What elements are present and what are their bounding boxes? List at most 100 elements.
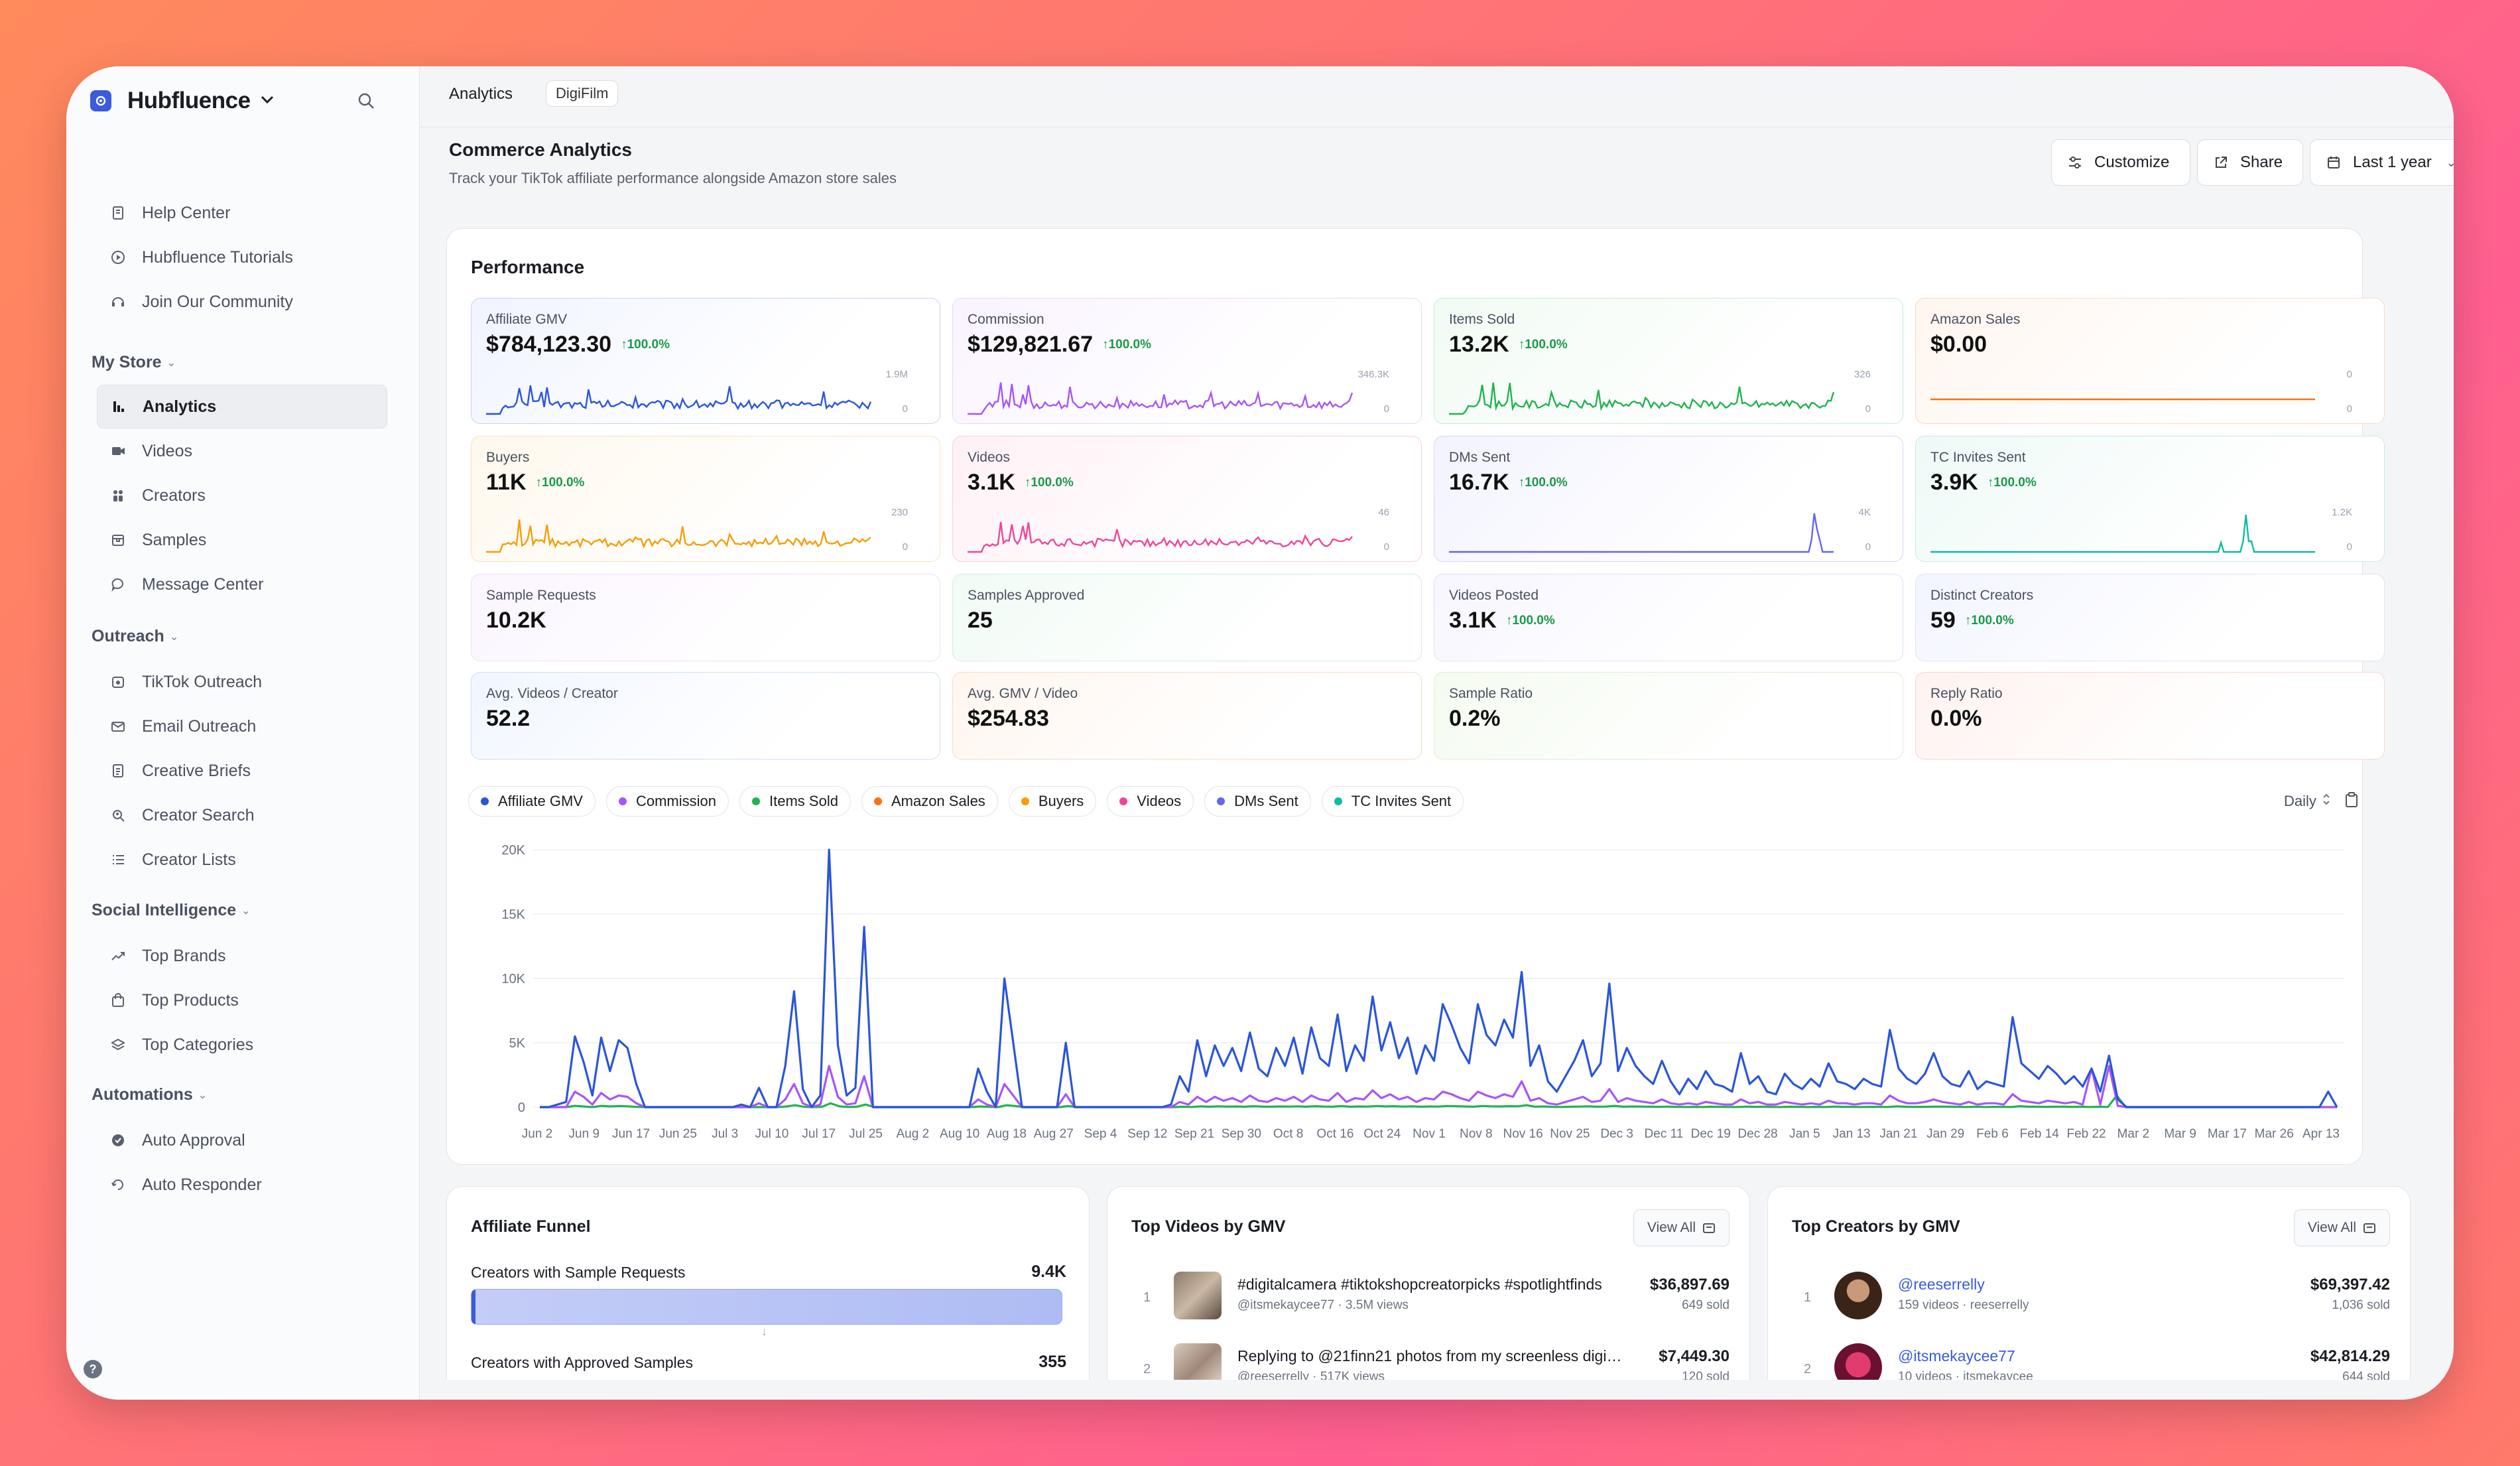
sidebar-item-creative-briefs[interactable]: Creative Briefs [97, 749, 387, 793]
sidebar-item-auto-responder[interactable]: Auto Responder [97, 1163, 387, 1207]
help-icon[interactable]: ? [84, 1360, 102, 1378]
chevron-down-icon: ⌄ [2446, 155, 2454, 169]
document-icon [110, 763, 126, 779]
metric-label: Avg. Videos / Creator [486, 686, 618, 701]
breadcrumb-store-chip[interactable]: DigiFilm [546, 80, 619, 107]
sidebar-section-automations[interactable]: Automations ⌄ [92, 1085, 207, 1104]
sidebar-section-outreach[interactable]: Outreach ⌄ [92, 627, 178, 646]
sidebar-item-creator-search[interactable]: Creator Search [97, 793, 387, 837]
creator-handle[interactable]: @reeserrelly [1898, 1276, 1985, 1293]
sidebar-item-auto-approval[interactable]: Auto Approval [97, 1118, 387, 1162]
metric-card-sample-ratio[interactable]: Sample Ratio 0.2% [1434, 672, 1903, 760]
book-icon [110, 205, 126, 221]
customize-button[interactable]: Customize [2051, 139, 2190, 186]
breadcrumb-analytics[interactable]: Analytics [449, 85, 513, 103]
x-tick-label: Aug 18 [987, 1127, 1027, 1141]
page-subtitle: Track your TikTok affiliate performance … [449, 170, 897, 186]
metric-card-distinct-creators[interactable]: Distinct Creators 59 ↑100.0% [1915, 574, 2385, 661]
legend-item-dms-sent[interactable]: DMs Sent [1204, 786, 1311, 817]
sidebar-item-tiktok-outreach[interactable]: TikTok Outreach [97, 660, 387, 704]
x-tick-label: Feb 22 [2066, 1127, 2106, 1141]
search-icon[interactable] [351, 86, 381, 115]
metric-card-tc-invites-sent[interactable]: TC Invites Sent 3.9K ↑100.0% 1.2K 0 [1915, 436, 2385, 562]
metric-value-text: 16.7K [1449, 470, 1509, 495]
legend-dot [1119, 797, 1128, 805]
series-line-commission[interactable] [540, 1065, 2337, 1108]
metric-card-items-sold[interactable]: Items Sold 13.2K ↑100.0% 326 0 [1434, 298, 1903, 424]
x-tick-label: Jan 5 [1789, 1127, 1820, 1141]
metric-label: TC Invites Sent [1930, 450, 2026, 465]
series-line-items-sold[interactable] [540, 1094, 2337, 1108]
legend-label: TC Invites Sent [1351, 793, 1452, 809]
people-icon [110, 488, 126, 503]
legend-item-videos[interactable]: Videos [1107, 786, 1194, 817]
sidebar-item-creator-lists[interactable]: Creator Lists [97, 838, 387, 882]
creator-handle[interactable]: @itsmekaycee77 [1898, 1347, 2015, 1365]
video-gmv: $7,449.30 [1659, 1347, 1730, 1365]
legend-item-affiliate-gmv[interactable]: Affiliate GMV [468, 786, 596, 817]
x-tick-label: Sep 30 [1222, 1127, 1261, 1141]
metric-card-reply-ratio[interactable]: Reply Ratio 0.0% [1915, 672, 2385, 760]
sidebar-item-email-outreach[interactable]: Email Outreach [97, 704, 387, 748]
date-range-select[interactable]: Last 1 year ⌄ [2310, 139, 2454, 186]
x-tick-label: Dec 19 [1691, 1127, 1731, 1141]
sidebar-item-videos[interactable]: Videos [97, 429, 387, 473]
metric-card-buyers[interactable]: Buyers 11K ↑100.0% 230 0 [471, 436, 940, 562]
sidebar-item-community[interactable]: Join Our Community [97, 280, 387, 324]
metric-card-videos[interactable]: Videos 3.1K ↑100.0% 46 0 [952, 436, 1422, 562]
series-line-affiliate-gmv[interactable] [540, 848, 2338, 1108]
granularity-select[interactable]: Daily [2284, 793, 2316, 809]
sidebar-item-top-brands[interactable]: Top Brands [97, 934, 387, 978]
list-item[interactable]: 1 #digitalcamera #tiktokshopcreatorpicks… [1107, 1272, 1749, 1331]
sidebar-item-label: Top Categories [142, 1035, 254, 1054]
share-button[interactable]: Share [2197, 139, 2303, 186]
list-item[interactable]: 1 @reeserrelly 159 videos · reeserrelly … [1768, 1272, 2410, 1331]
view-all-videos-button[interactable]: View All [1633, 1209, 1730, 1246]
metric-card-avg-videos-creator[interactable]: Avg. Videos / Creator 52.2 [471, 672, 940, 760]
sidebar-item-creators[interactable]: Creators [97, 474, 387, 517]
sidebar-section-social-intelligence[interactable]: Social Intelligence ⌄ [92, 901, 251, 920]
view-all-creators-button[interactable]: View All [2293, 1209, 2390, 1246]
legend-item-buyers[interactable]: Buyers [1008, 786, 1097, 817]
sidebar-item-message-center[interactable]: Message Center [97, 563, 387, 606]
legend-item-amazon-sales[interactable]: Amazon Sales [861, 786, 998, 817]
metric-value-text: 3.1K [968, 470, 1015, 495]
sidebar-item-help-center[interactable]: Help Center [97, 191, 387, 235]
metric-card-samples-approved[interactable]: Samples Approved 25 [952, 574, 1422, 661]
metric-card-avg-gmv-video[interactable]: Avg. GMV / Video $254.83 [952, 672, 1422, 760]
funnel-bar[interactable] [471, 1289, 1062, 1325]
sidebar-item-analytics[interactable]: Analytics [97, 385, 387, 429]
sidebar-item-samples[interactable]: Samples [97, 518, 387, 562]
metric-card-sample-requests[interactable]: Sample Requests 10.2K [471, 574, 940, 661]
sparkline [486, 519, 871, 553]
x-tick-label: Nov 25 [1550, 1127, 1590, 1141]
metric-card-amazon-sales[interactable]: Amazon Sales $0.00 0 0 [1915, 298, 2385, 424]
metric-value-text: 3.9K [1930, 470, 1978, 495]
x-tick-label: Sep 21 [1174, 1127, 1214, 1141]
sidebar-section-my-store[interactable]: My Store ⌄ [92, 353, 176, 372]
list-icon [110, 852, 126, 868]
chevron-up-down-icon[interactable] [2321, 791, 2332, 811]
x-tick-label: Jul 17 [802, 1127, 836, 1141]
x-tick-label: Aug 27 [1034, 1127, 1074, 1141]
clipboard-icon[interactable] [2344, 791, 2360, 812]
legend-item-items-sold[interactable]: Items Sold [739, 786, 851, 817]
chevron-down-icon: ⌄ [198, 1089, 208, 1101]
legend-item-commission[interactable]: Commission [605, 786, 729, 817]
workspace-switcher[interactable]: Hubfluence [90, 81, 275, 121]
metric-card-commission[interactable]: Commission $129,821.67 ↑100.0% 346.3K 0 [952, 298, 1422, 424]
legend-item-tc-invites-sent[interactable]: TC Invites Sent [1321, 786, 1464, 817]
sidebar-item-top-categories[interactable]: Top Categories [97, 1023, 387, 1067]
rank: 1 [1143, 1290, 1151, 1305]
metric-value: 3.1K ↑100.0% [968, 470, 1074, 496]
x-tick-label: Jul 3 [712, 1127, 738, 1141]
sidebar-item-top-products[interactable]: Top Products [97, 978, 387, 1022]
metric-card-videos-posted[interactable]: Videos Posted 3.1K ↑100.0% [1434, 574, 1903, 661]
x-tick-label: Apr 13 [2302, 1127, 2340, 1141]
metric-value: 11K ↑100.0% [486, 470, 584, 496]
legend-label: DMs Sent [1234, 793, 1298, 809]
metric-card-dms-sent[interactable]: DMs Sent 16.7K ↑100.0% 4K 0 [1434, 436, 1903, 562]
sidebar-item-tutorials[interactable]: Hubfluence Tutorials [97, 235, 387, 279]
sparkline-min: 0 [1383, 403, 1389, 415]
metric-card-affiliate-gmv[interactable]: Affiliate GMV $784,123.30 ↑100.0% 1.9M 0 [471, 298, 940, 424]
